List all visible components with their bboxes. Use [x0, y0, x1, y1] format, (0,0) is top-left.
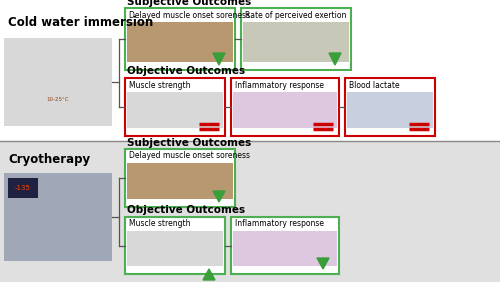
- Polygon shape: [213, 191, 225, 202]
- Text: Cryotherapy: Cryotherapy: [8, 153, 90, 166]
- Text: Subjective Outcomes: Subjective Outcomes: [127, 0, 252, 7]
- Bar: [347, 92, 433, 128]
- Bar: [231, 217, 339, 274]
- Bar: [233, 92, 337, 128]
- Bar: [4, 38, 112, 126]
- Text: Rate of perceived exertion: Rate of perceived exertion: [245, 10, 346, 19]
- Bar: [4, 173, 112, 261]
- Bar: [127, 92, 223, 128]
- Bar: [241, 8, 351, 70]
- Bar: [345, 78, 435, 136]
- Bar: [0, 141, 500, 282]
- Text: Muscle strength: Muscle strength: [129, 80, 190, 89]
- Text: Blood lactate: Blood lactate: [349, 80, 400, 89]
- Text: 10-25°C: 10-25°C: [47, 97, 69, 102]
- Polygon shape: [203, 269, 215, 280]
- Polygon shape: [329, 53, 341, 65]
- Bar: [125, 78, 225, 136]
- Text: Objective Outcomes: Objective Outcomes: [127, 205, 245, 215]
- Polygon shape: [317, 258, 329, 269]
- Bar: [8, 178, 38, 198]
- Text: Subjective Outcomes: Subjective Outcomes: [127, 138, 252, 148]
- Bar: [125, 149, 235, 207]
- Text: Inflammatory response: Inflammatory response: [235, 219, 324, 228]
- Polygon shape: [213, 53, 225, 65]
- Bar: [243, 22, 349, 62]
- Text: Muscle strength: Muscle strength: [129, 219, 190, 228]
- Bar: [127, 163, 233, 199]
- Text: -135: -135: [15, 185, 31, 191]
- Text: Objective Outcomes: Objective Outcomes: [127, 66, 245, 76]
- Text: Cold water immersion: Cold water immersion: [8, 16, 153, 28]
- Bar: [127, 22, 233, 62]
- Bar: [231, 78, 339, 136]
- Bar: [127, 231, 223, 266]
- Text: Inflammatory response: Inflammatory response: [235, 80, 324, 89]
- Bar: [233, 231, 337, 266]
- Text: Delayed muscle onset soreness: Delayed muscle onset soreness: [129, 10, 250, 19]
- Text: Delayed muscle onset soreness: Delayed muscle onset soreness: [129, 151, 250, 160]
- Bar: [125, 8, 235, 70]
- Bar: [0, 0, 500, 141]
- Bar: [125, 217, 225, 274]
